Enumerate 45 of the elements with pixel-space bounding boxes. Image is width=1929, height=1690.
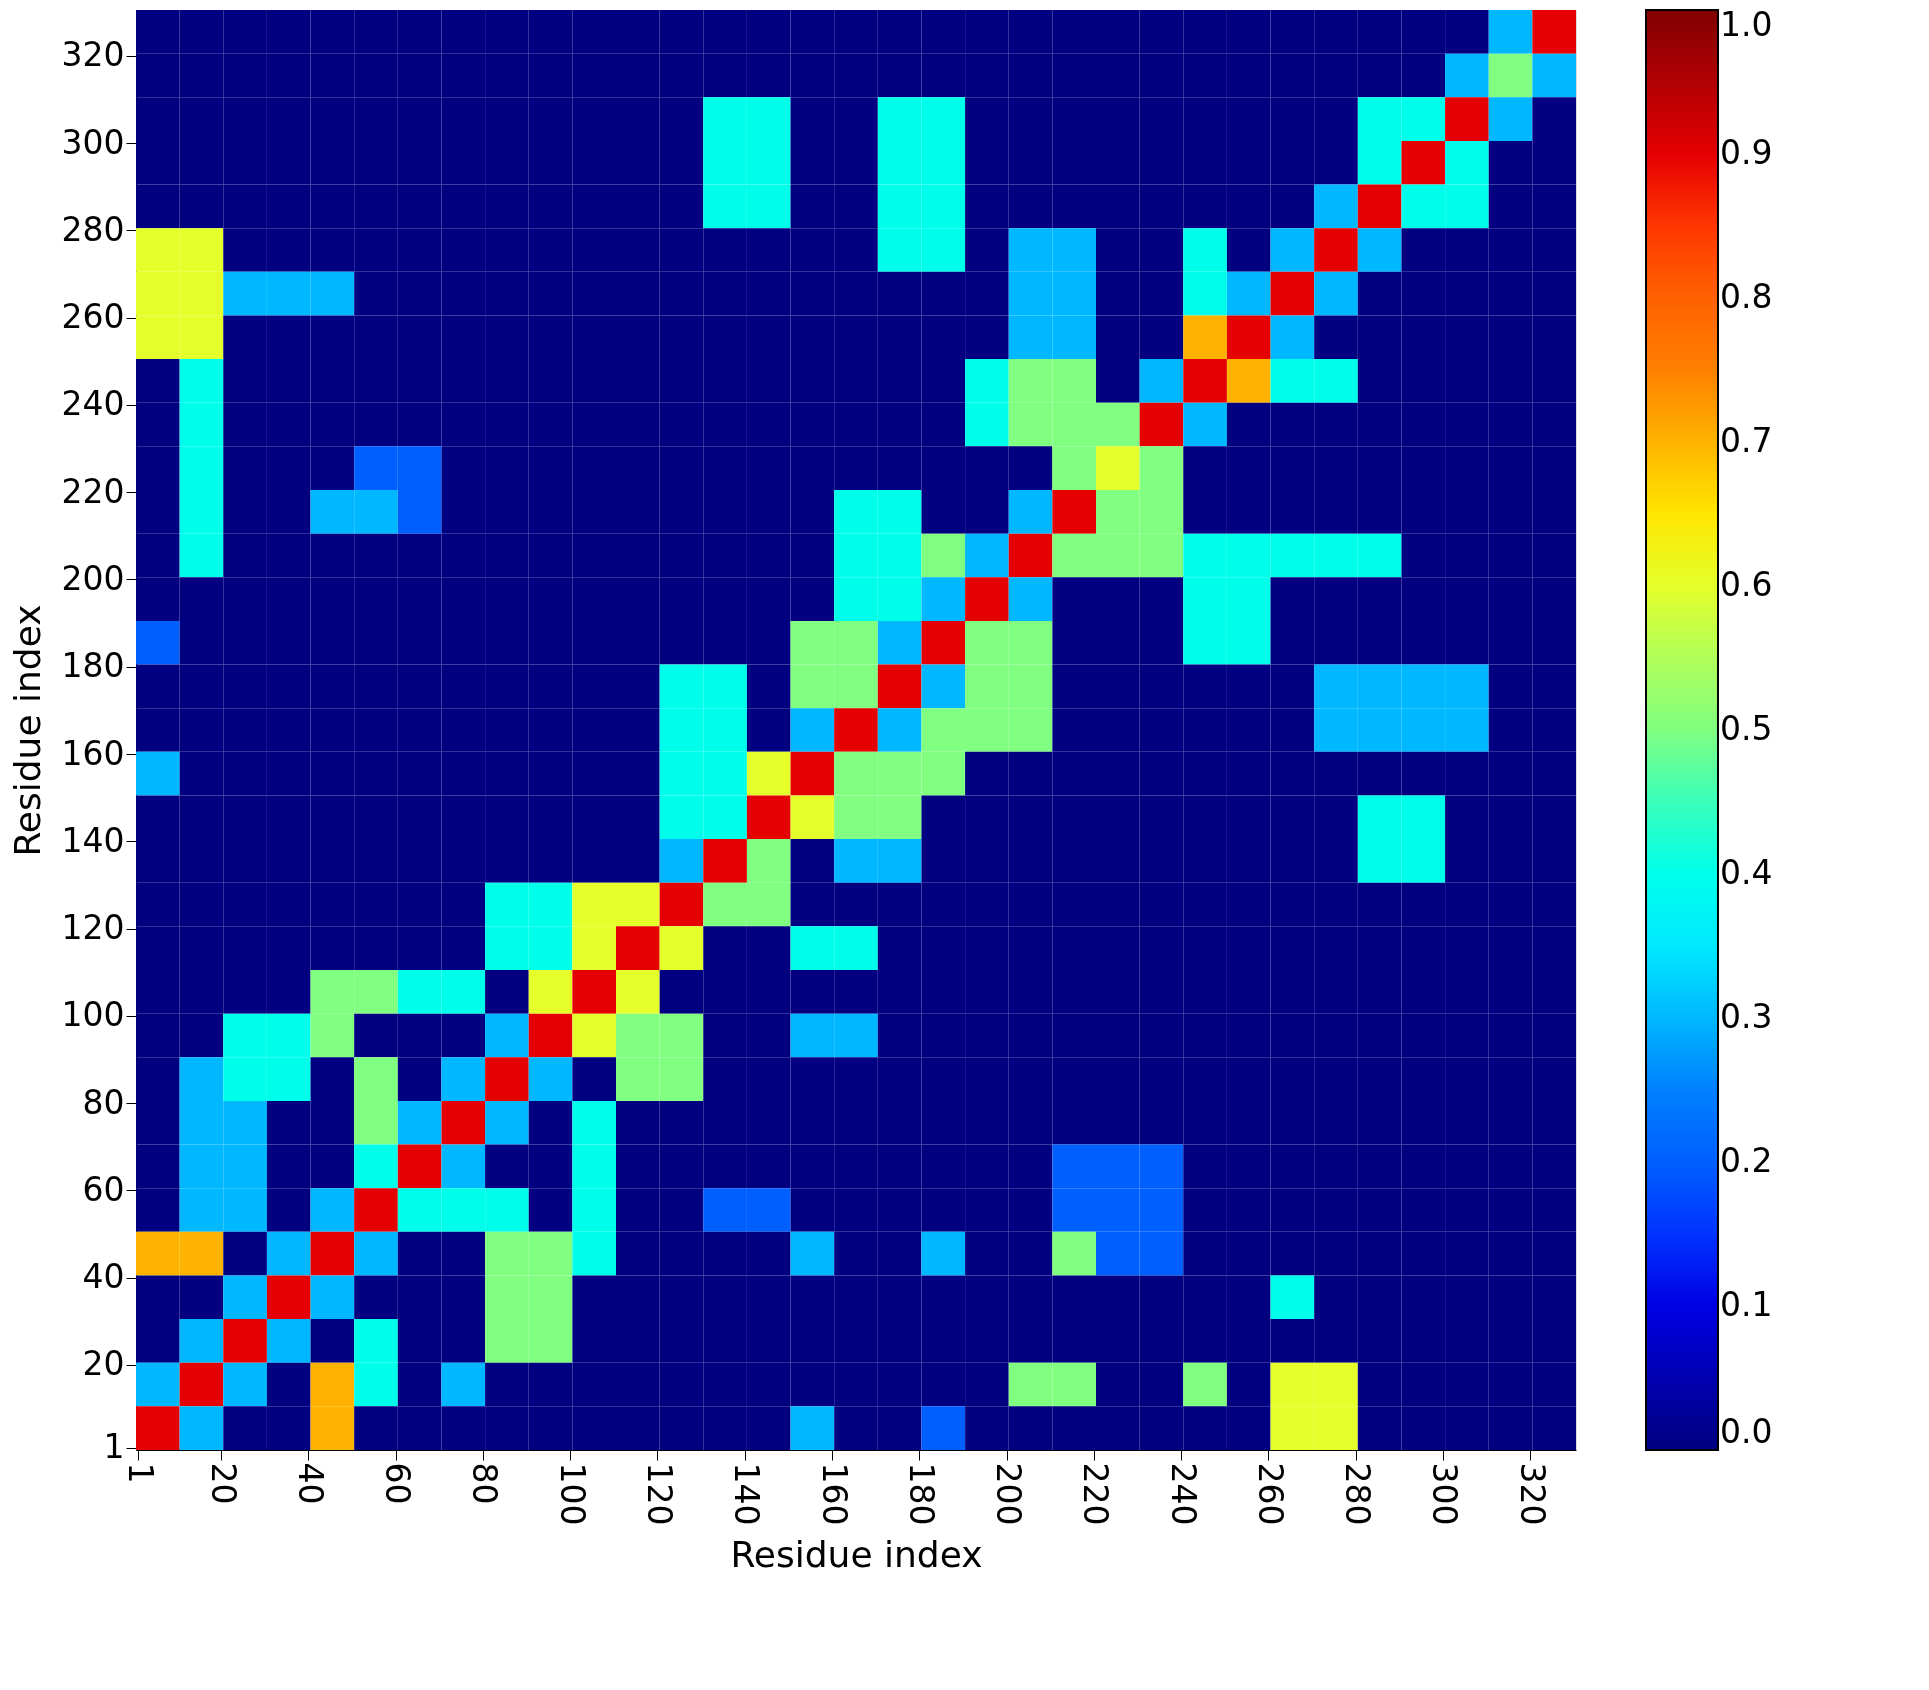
color-bar-label: 0.1 [1720,1285,1773,1324]
y-tick-label: 220 [61,471,125,511]
x-tick-label: 20 [203,1462,243,1505]
x-tick-label: 260 [1250,1462,1290,1526]
x-axis-title: Residue index [730,1534,983,1576]
color-bar-label: 0.7 [1720,421,1773,460]
y-tick-label: 80 [82,1082,125,1122]
x-tick-label: 220 [1076,1462,1116,1526]
color-bar-label: 0.3 [1720,997,1773,1036]
y-tick-label: 280 [61,209,125,249]
y-tick-label: 40 [82,1257,125,1297]
color-bar-label: 0.6 [1720,565,1773,604]
x-tick-label: 300 [1425,1462,1465,1526]
y-tick-label: 100 [61,995,125,1035]
y-tick-label: 300 [61,122,125,162]
x-tick-label: 100 [552,1462,592,1526]
y-tick-label: 180 [61,646,125,686]
color-bar-label: 0.9 [1720,133,1773,172]
x-tick-label: 320 [1512,1462,1552,1526]
x-tick-label: 280 [1338,1462,1378,1526]
x-tick-label: 60 [378,1462,418,1505]
x-tick-label: 120 [639,1462,679,1526]
y-tick-label: 240 [61,384,125,424]
y-tick-label: 60 [82,1169,125,1209]
color-bar-label: 1.0 [1720,5,1773,44]
y-tick-label: 20 [82,1344,125,1384]
y-axis-title: Residue index [6,604,48,857]
color-bar-label: 0.8 [1720,277,1773,316]
x-tick-label: 240 [1163,1462,1203,1526]
y-tick-label: 120 [61,908,125,948]
x-tick-label: 160 [814,1462,854,1526]
x-tick-label: 80 [465,1462,505,1505]
color-bar-label: 0.2 [1720,1141,1773,1180]
x-tick-label: 180 [901,1462,941,1526]
color-bar-label: 0.5 [1720,709,1773,748]
x-tick-label: 40 [290,1462,330,1505]
x-tick-label: 140 [727,1462,767,1526]
y-tick-label: 140 [61,820,125,860]
y-tick-label: 200 [61,558,125,598]
color-bar-label: 0.0 [1720,1412,1773,1451]
x-tick-label: 200 [989,1462,1029,1526]
y-tick-label: 320 [61,35,125,75]
color-bar-label: 0.4 [1720,853,1773,892]
y-tick-label: 260 [61,297,125,337]
y-tick-label: 160 [61,733,125,773]
